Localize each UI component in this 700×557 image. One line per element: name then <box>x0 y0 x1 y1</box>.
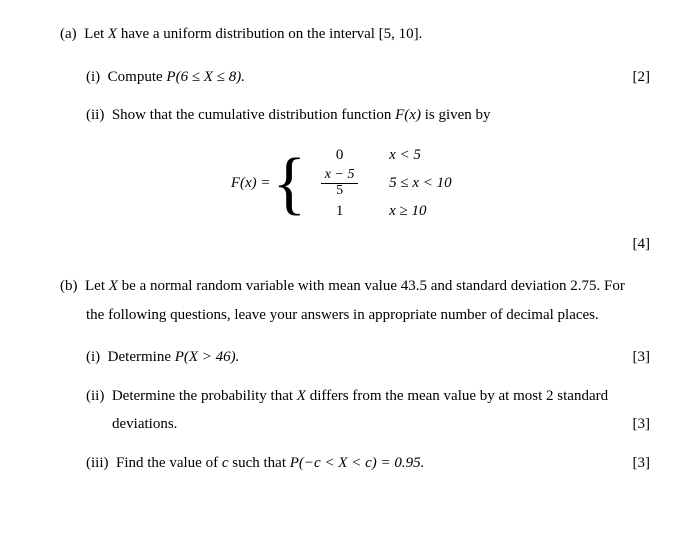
b-ii-label: (ii) <box>86 388 104 404</box>
a-i-marks: [2] <box>633 63 651 92</box>
b-ii-var: X <box>297 388 306 404</box>
b-intro-line2: the following questions, leave your answ… <box>60 301 650 330</box>
part-a-intro: (a) Let X have a uniform distribution on… <box>60 20 650 49</box>
case2-cond: 5 ≤ x < 10 <box>389 169 452 198</box>
a-ii-pre: Show that the cumulative distribution fu… <box>112 107 395 123</box>
case-conditions: x < 5 5 ≤ x < 10 x ≥ 10 <box>367 144 479 224</box>
a-i-pre: Compute <box>108 69 167 85</box>
b-ii-line1-pre: Determine the probability that <box>112 388 297 404</box>
a-intro-pre: Let <box>84 26 108 42</box>
b-iii-expr: P(−c < X < c) = 0.95. <box>290 455 425 471</box>
b-iii-label: (iii) <box>86 455 109 471</box>
case-values: 0 x − 5 5 1 <box>312 144 367 224</box>
b-i-row: (i) Determine P(X > 46). [3] <box>60 343 650 372</box>
part-b-label: (b) <box>60 278 78 294</box>
b-iii-pre: Find the value of <box>116 455 222 471</box>
case2-num: x − 5 <box>321 168 359 184</box>
part-a-label: (a) <box>60 26 77 42</box>
b-iii-row: (iii) Find the value of c such that P(−c… <box>60 449 650 478</box>
b-ii-line1: (ii) Determine the probability that X di… <box>86 382 650 411</box>
left-brace: { <box>273 154 307 214</box>
a-intro-post: have a uniform distribution on the inter… <box>117 26 422 42</box>
b-ii-block: (ii) Determine the probability that X di… <box>60 382 650 439</box>
b-iii-text: (iii) Find the value of c such that P(−c… <box>86 449 424 478</box>
a-intro-var: X <box>108 26 117 42</box>
b-ii-marks: [3] <box>633 410 651 439</box>
b-intro-mid: be a normal random variable with mean va… <box>118 278 625 294</box>
b-i-label: (i) <box>86 349 100 365</box>
a-ii-fn: F(x) <box>395 107 421 123</box>
case1-cond: x < 5 <box>389 141 421 170</box>
b-intro-var: X <box>109 278 118 294</box>
a-ii-text: (ii) Show that the cumulative distributi… <box>60 101 650 130</box>
piecewise-equation: F(x) = { 0 x − 5 5 1 x < 5 5 ≤ x < 10 x … <box>60 144 650 224</box>
piecewise-lhs: F(x) = <box>231 169 271 198</box>
b-i-pre: Determine <box>108 349 175 365</box>
b-intro-pre: Let <box>85 278 109 294</box>
case1-val: 0 <box>336 141 344 170</box>
b-i-text: (i) Determine P(X > 46). <box>86 343 239 372</box>
a-i-label: (i) <box>86 69 100 85</box>
exam-page: (a) Let X have a uniform distribution on… <box>0 0 700 557</box>
case2-frac: x − 5 5 <box>321 168 359 198</box>
a-i-text: (i) Compute P(6 ≤ X ≤ 8). <box>86 63 245 92</box>
b-ii-line2: deviations. <box>112 410 177 439</box>
b-iii-marks: [3] <box>633 449 651 478</box>
b-iii-c: c <box>222 455 229 471</box>
a-i-row: (i) Compute P(6 ≤ X ≤ 8). [2] <box>60 63 650 92</box>
a-i-expr: P(6 ≤ X ≤ 8). <box>166 69 245 85</box>
b-ii-line1-post: differs from the mean value by at most 2… <box>306 388 608 404</box>
b-i-marks: [3] <box>633 343 651 372</box>
part-b-intro: (b) Let X be a normal random variable wi… <box>60 272 650 329</box>
a-ii-marks: [4] <box>60 230 650 259</box>
piecewise-body: F(x) = { 0 x − 5 5 1 x < 5 5 ≤ x < 10 x … <box>231 144 479 224</box>
case3-cond: x ≥ 10 <box>389 197 426 226</box>
b-i-expr: P(X > 46). <box>175 349 240 365</box>
b-ii-line2-row: deviations. [3] <box>86 410 650 439</box>
a-ii-post: is given by <box>421 107 491 123</box>
case3-val: 1 <box>336 197 344 226</box>
b-iii-mid: such that <box>229 455 290 471</box>
a-ii-label: (ii) <box>86 107 104 123</box>
